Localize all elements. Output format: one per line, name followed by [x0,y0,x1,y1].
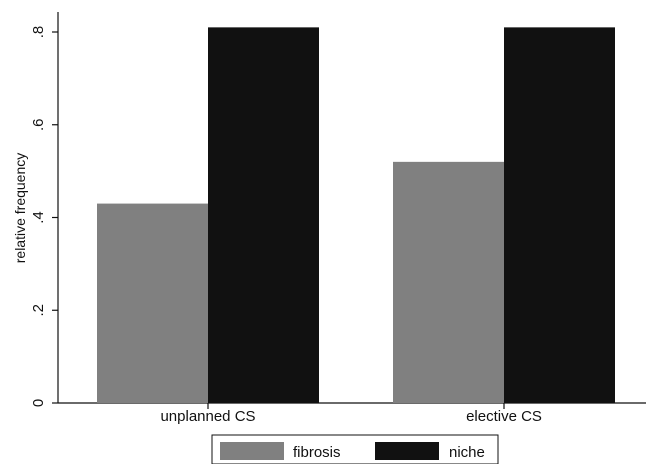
y-axis-ticks: 0 .2 .4 .6 .8 [30,26,58,407]
legend-label-fibrosis: fibrosis [293,444,341,461]
legend-swatch-niche [375,442,439,460]
bars [97,27,615,404]
bar-fibrosis-1 [393,161,504,403]
x-tick-label: unplanned CS [160,408,255,425]
bar-niche-1 [504,27,615,404]
legend-label-niche: niche [449,444,485,461]
bar-niche-0 [208,27,319,404]
y-tick-label: 0 [30,399,47,407]
legend-swatch-fibrosis [220,442,284,460]
y-tick-label: .4 [30,211,47,224]
x-axis-ticks: unplanned CS elective CS [160,403,542,425]
x-tick-label: elective CS [466,408,542,425]
y-tick-label: .2 [30,304,47,317]
bar-fibrosis-0 [97,203,208,403]
y-axis-label: relative frequency [12,153,28,264]
legend: fibrosis niche [211,434,499,465]
y-tick-label: .6 [30,118,47,131]
y-tick-label: .8 [30,26,47,39]
